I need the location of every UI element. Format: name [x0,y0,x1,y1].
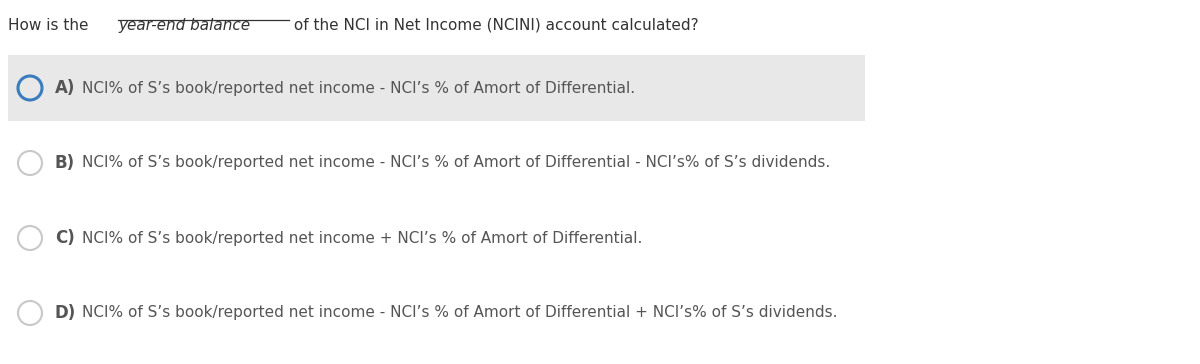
Text: NCI% of S’s book/reported net income - NCI’s % of Amort of Differential.: NCI% of S’s book/reported net income - N… [82,80,635,95]
Text: year-end balance: year-end balance [118,18,251,33]
Text: of the NCI in Net Income (NCINI) account calculated?: of the NCI in Net Income (NCINI) account… [289,18,698,33]
Text: NCI% of S’s book/reported net income - NCI’s % of Amort of Differential - NCI’s%: NCI% of S’s book/reported net income - N… [82,155,830,170]
Text: A): A) [55,79,76,97]
Text: D): D) [55,304,77,322]
Text: How is the: How is the [8,18,94,33]
Text: NCI% of S’s book/reported net income - NCI’s % of Amort of Differential + NCI’s%: NCI% of S’s book/reported net income - N… [82,305,838,320]
Text: NCI% of S’s book/reported net income + NCI’s % of Amort of Differential.: NCI% of S’s book/reported net income + N… [82,230,642,245]
Text: C): C) [55,229,74,247]
Text: B): B) [55,154,76,172]
FancyBboxPatch shape [8,55,865,121]
